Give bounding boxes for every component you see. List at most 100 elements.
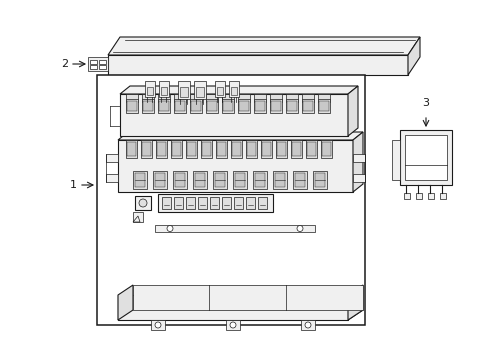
Text: 2: 2	[61, 59, 68, 69]
Bar	[303, 101, 312, 111]
Bar	[175, 101, 184, 111]
Bar	[155, 225, 314, 232]
Bar	[158, 194, 272, 212]
Bar	[228, 81, 239, 97]
Bar	[126, 140, 137, 158]
Polygon shape	[407, 37, 419, 75]
Bar	[162, 197, 171, 209]
Bar	[195, 173, 204, 187]
Bar	[142, 94, 154, 102]
Bar	[269, 99, 282, 113]
Bar	[302, 94, 313, 102]
Polygon shape	[352, 132, 362, 192]
Text: 3: 3	[422, 98, 428, 108]
Bar	[230, 87, 237, 95]
Bar	[292, 171, 306, 189]
Bar	[222, 99, 234, 113]
Bar	[262, 142, 270, 156]
Bar	[317, 94, 329, 102]
Bar	[190, 94, 202, 102]
Bar	[180, 87, 187, 97]
Bar	[217, 142, 225, 156]
Bar	[99, 65, 106, 69]
Bar	[352, 154, 364, 162]
Polygon shape	[120, 86, 357, 94]
Bar	[126, 99, 138, 113]
Bar	[253, 99, 265, 113]
Bar	[209, 197, 219, 209]
Text: 1: 1	[70, 180, 77, 190]
Bar	[159, 81, 169, 97]
Bar	[127, 101, 137, 111]
Bar	[156, 140, 167, 158]
Bar	[415, 193, 421, 199]
Bar	[157, 142, 165, 156]
Bar	[275, 140, 286, 158]
Bar	[202, 142, 210, 156]
Bar	[215, 81, 224, 97]
Bar	[174, 99, 185, 113]
Bar	[142, 142, 151, 156]
Bar	[196, 87, 203, 97]
Bar	[178, 81, 190, 99]
Circle shape	[167, 225, 173, 231]
Polygon shape	[133, 216, 140, 222]
Bar	[133, 285, 362, 310]
Bar	[106, 154, 118, 162]
Bar	[90, 65, 97, 69]
Bar	[173, 171, 186, 189]
Bar	[190, 99, 202, 113]
Bar	[205, 94, 218, 102]
Bar	[147, 87, 153, 95]
Polygon shape	[347, 86, 357, 136]
Bar	[106, 174, 118, 182]
Bar	[391, 140, 399, 180]
Bar	[317, 99, 329, 113]
Bar	[135, 173, 145, 187]
Bar	[272, 171, 286, 189]
Bar	[231, 142, 241, 156]
Bar	[161, 87, 167, 95]
Bar	[172, 142, 181, 156]
Bar	[135, 196, 151, 210]
Bar	[142, 101, 153, 111]
Polygon shape	[118, 132, 362, 140]
Bar	[126, 94, 138, 102]
Bar	[97, 75, 364, 325]
Polygon shape	[108, 55, 407, 75]
Bar	[427, 193, 433, 199]
Bar	[403, 193, 409, 199]
Bar	[213, 171, 226, 189]
Bar	[223, 101, 232, 111]
Bar	[439, 193, 445, 199]
Bar	[302, 99, 313, 113]
Bar	[285, 99, 297, 113]
Circle shape	[229, 322, 236, 328]
Bar	[155, 173, 164, 187]
Bar	[399, 130, 451, 185]
Bar	[127, 142, 136, 156]
Bar	[186, 142, 196, 156]
Bar	[205, 99, 218, 113]
Bar	[158, 99, 170, 113]
Circle shape	[296, 225, 303, 231]
Bar	[291, 142, 301, 156]
Bar	[320, 140, 331, 158]
Bar	[206, 101, 217, 111]
Bar	[245, 140, 257, 158]
Bar	[235, 173, 244, 187]
Bar	[90, 60, 97, 64]
Bar	[151, 320, 164, 330]
Bar	[253, 94, 265, 102]
Bar	[133, 171, 147, 189]
Bar	[193, 171, 206, 189]
Bar	[238, 94, 249, 102]
Bar	[185, 197, 195, 209]
Bar	[222, 94, 234, 102]
Bar	[312, 171, 326, 189]
Polygon shape	[118, 295, 347, 320]
Bar	[294, 173, 305, 187]
Bar	[175, 173, 184, 187]
Bar	[234, 197, 243, 209]
Bar	[230, 140, 242, 158]
